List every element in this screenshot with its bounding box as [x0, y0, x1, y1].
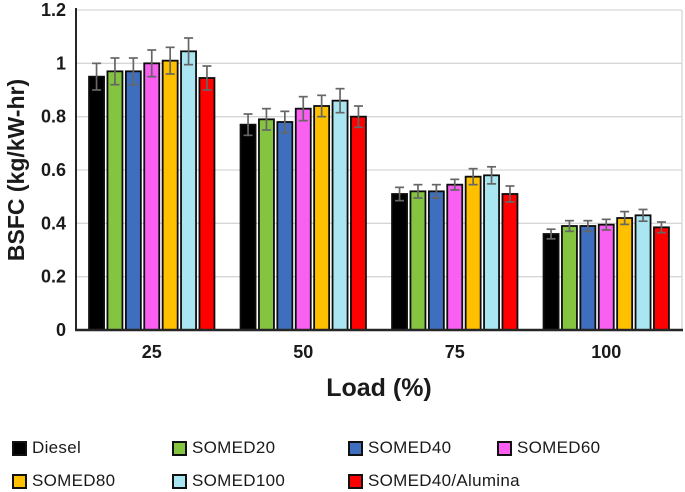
bar-SOMED40-load25: [124, 70, 142, 331]
legend-swatch-icon: [348, 473, 363, 489]
bar-SOMED40-load100: [579, 225, 597, 331]
legend-label: SOMED20: [192, 438, 276, 457]
legend-item-SOMED40: SOMED40: [348, 439, 451, 457]
bar-SOMED100-load25: [180, 50, 197, 331]
legend-label: Diesel: [32, 438, 82, 457]
error-bar: [128, 57, 138, 86]
bar-SOMED80-load50: [313, 105, 331, 331]
bar-SOMED40/Alumina-load75: [501, 193, 519, 331]
legend-item-SOMED80: SOMED80: [12, 472, 115, 490]
legend-item-SOMED100: SOMED100: [172, 472, 285, 490]
error-bar: [202, 65, 212, 91]
error-bar: [413, 183, 423, 199]
x-tick-label: 100: [591, 342, 621, 362]
error-bar: [335, 87, 345, 114]
error-bar: [261, 107, 271, 131]
error-bar: [395, 186, 405, 202]
error-bar: [583, 219, 593, 233]
error-bar: [147, 49, 157, 78]
bar-SOMED80-load25: [161, 59, 179, 331]
x-tick-label: 25: [142, 342, 162, 362]
error-bar: [243, 113, 253, 137]
bar-SOMED60-load75: [446, 183, 464, 331]
error-bar: [431, 183, 441, 199]
y-tick-label: 0: [56, 320, 66, 340]
legend-label: SOMED60: [517, 438, 601, 457]
legend-item-SOMED40/Alumina: SOMED40/Alumina: [348, 472, 520, 490]
y-tick-label: 1: [56, 53, 66, 73]
legend-item-SOMED20: SOMED20: [172, 439, 275, 457]
error-bar: [165, 46, 175, 75]
x-tick-label: 50: [293, 342, 313, 362]
bar-SOMED80-load75: [464, 175, 482, 331]
legend-swatch-icon: [12, 440, 27, 456]
bar-SOMED20-load75: [409, 190, 427, 331]
y-tick-label: 0.4: [41, 213, 66, 233]
bar-SOMED20-load50: [258, 118, 275, 331]
bar-SOMED40-load50: [276, 121, 294, 331]
error-bar: [638, 208, 648, 223]
bar-SOMED100-load100: [634, 214, 652, 331]
legend-label: SOMED100: [192, 471, 286, 490]
bar-Diesel-load50: [239, 123, 257, 331]
error-bar: [546, 228, 556, 240]
legend-label: SOMED40/Alumina: [368, 471, 520, 490]
bar-SOMED40/Alumina-load50: [350, 115, 367, 331]
bar-SOMED40-load75: [427, 190, 445, 331]
error-bar: [298, 95, 308, 122]
bar-Diesel-load25: [88, 75, 105, 331]
error-bar: [92, 62, 102, 91]
legend-swatch-icon: [172, 440, 187, 456]
legend-item-SOMED60: SOMED60: [497, 439, 600, 457]
error-bar: [505, 185, 515, 203]
legend-item-Diesel: Diesel: [12, 439, 81, 457]
bar-SOMED100-load50: [331, 99, 349, 331]
bar-SOMED20-load100: [561, 225, 578, 331]
error-bar: [487, 165, 497, 185]
error-bar: [280, 110, 290, 134]
error-bar: [184, 37, 194, 66]
error-bar: [601, 218, 611, 231]
bar-SOMED20-load25: [106, 70, 124, 331]
error-bar: [317, 94, 327, 118]
bar-Diesel-load75: [391, 193, 408, 331]
error-bar: [468, 167, 478, 186]
legend-label: SOMED40: [368, 438, 452, 457]
legend-swatch-icon: [12, 473, 27, 489]
legend-swatch-icon: [172, 473, 187, 489]
legend-swatch-icon: [348, 440, 363, 456]
error-bar: [564, 219, 574, 233]
y-tick-label: 0.6: [41, 160, 66, 180]
bar-SOMED100-load75: [483, 174, 500, 331]
y-tick-label: 0.8: [41, 107, 66, 127]
bar-SOMED60-load25: [143, 62, 161, 331]
bar-chart-plot: 0 0.2 0.4 0.6 0.8 1 1.2 25 50 75 100 Load (%) BSFC (…: [3, 0, 683, 402]
bar-SOMED40/Alumina-load25: [198, 77, 216, 331]
legend-swatch-icon: [497, 440, 512, 456]
error-bar: [450, 178, 460, 191]
bar-Diesel-load100: [542, 233, 560, 331]
y-tick-label: 1.2: [41, 0, 66, 20]
legend-label: SOMED80: [32, 471, 116, 490]
x-tick-label: 75: [445, 342, 465, 362]
y-axis-title: BSFC (kg/kW-hr): [3, 79, 29, 261]
error-bar: [110, 57, 120, 86]
bar-SOMED60-load100: [597, 223, 615, 331]
error-bar: [656, 221, 666, 234]
x-axis-title: Load (%): [326, 374, 432, 402]
error-bar: [620, 210, 630, 226]
bar-SOMED80-load100: [616, 217, 634, 331]
error-bar: [353, 105, 363, 129]
bar-SOMED40/Alumina-load100: [653, 226, 670, 331]
bar-SOMED60-load50: [294, 107, 312, 331]
y-tick-label: 0.2: [41, 267, 66, 287]
